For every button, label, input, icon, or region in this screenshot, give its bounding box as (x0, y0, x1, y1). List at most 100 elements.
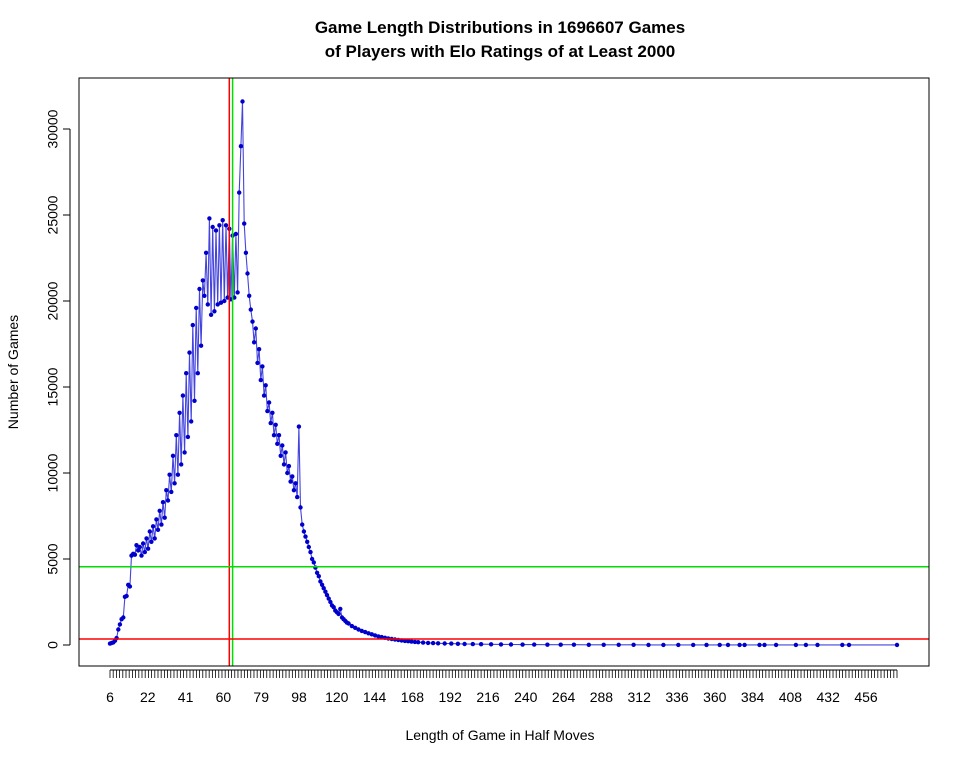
data-point (144, 536, 149, 541)
data-point (331, 605, 336, 610)
data-point (725, 642, 731, 648)
data-point (737, 642, 742, 648)
y-axis-label: Number of Games (5, 315, 21, 429)
data-point (175, 472, 181, 477)
data-point (260, 364, 265, 369)
data-point (169, 489, 174, 495)
data-point (338, 606, 343, 612)
data-point (793, 642, 799, 648)
x-tick-label: 98 (291, 689, 307, 705)
y-tick-label: 15000 (45, 367, 61, 406)
data-point (124, 593, 129, 599)
data-point (247, 293, 252, 298)
data-point (435, 641, 441, 646)
x-tick-label: 432 (817, 689, 841, 705)
data-point (170, 453, 176, 458)
data-point (263, 383, 268, 388)
data-point (160, 500, 166, 505)
data-point (336, 611, 341, 617)
data-point (646, 642, 651, 648)
data-point (273, 422, 278, 427)
data-point (416, 640, 421, 645)
series-layer (107, 99, 900, 648)
data-point (235, 290, 240, 295)
data-point (290, 474, 295, 479)
data-point (250, 319, 255, 324)
data-point (213, 228, 219, 233)
data-point (314, 570, 320, 575)
data-point (379, 634, 384, 640)
data-point (300, 522, 305, 527)
x-tick-label: 240 (514, 689, 538, 705)
data-point (366, 631, 371, 636)
data-point (270, 410, 275, 415)
data-point (149, 539, 154, 544)
data-point (402, 638, 408, 644)
data-point (127, 584, 133, 589)
data-point (301, 529, 307, 534)
data-point (470, 641, 475, 647)
data-point (376, 634, 381, 639)
data-point (243, 250, 249, 255)
data-point (185, 434, 191, 440)
data-point (532, 642, 537, 647)
data-point (353, 625, 358, 630)
x-tick-label: 408 (779, 689, 803, 705)
data-point (192, 398, 197, 403)
data-point (773, 642, 779, 648)
data-point (815, 642, 820, 648)
data-point (255, 360, 260, 366)
data-point (311, 560, 316, 565)
data-point (240, 99, 245, 104)
data-point (762, 642, 767, 648)
data-point (296, 424, 302, 429)
data-point (295, 494, 300, 500)
data-point (139, 553, 144, 558)
data-point (318, 579, 323, 584)
data-point (283, 450, 288, 455)
data-point (157, 508, 162, 513)
data-point (137, 544, 142, 550)
data-point (200, 278, 205, 283)
x-tick-label: 22 (140, 689, 156, 705)
data-point (288, 479, 293, 484)
data-point (894, 642, 900, 648)
x-tick-label: 216 (476, 689, 500, 705)
x-tick-label: 6 (106, 689, 114, 705)
data-point (132, 552, 138, 557)
data-point (261, 393, 267, 398)
x-tick-label: 79 (253, 689, 269, 705)
data-point (222, 298, 227, 304)
data-point (280, 443, 285, 448)
data-point (202, 293, 207, 298)
data-point (586, 642, 591, 647)
data-point (508, 642, 514, 647)
data-point (134, 543, 139, 548)
data-point (571, 642, 577, 647)
data-point (498, 642, 504, 647)
data-point (462, 641, 467, 647)
data-point (409, 639, 414, 644)
data-point (803, 642, 809, 648)
data-point (184, 371, 189, 376)
data-point (661, 642, 666, 648)
data-point (691, 642, 696, 648)
data-point (846, 642, 852, 648)
data-point (356, 627, 361, 632)
data-point (121, 615, 126, 620)
data-point (369, 632, 374, 637)
data-point (207, 216, 212, 221)
data-point (215, 302, 220, 307)
x-tick-label: 312 (628, 689, 652, 705)
data-point (319, 582, 325, 587)
chart-title-line-2: of Players with Elo Ratings of at Least … (325, 42, 676, 61)
data-point (420, 640, 426, 645)
reference-lines-layer (79, 78, 929, 666)
x-tick-label: 288 (590, 689, 614, 705)
data-point (298, 505, 303, 510)
plot-frame (78, 77, 930, 667)
data-point (412, 639, 418, 645)
data-point (717, 642, 722, 648)
data-point (271, 433, 277, 438)
data-point (180, 393, 186, 398)
